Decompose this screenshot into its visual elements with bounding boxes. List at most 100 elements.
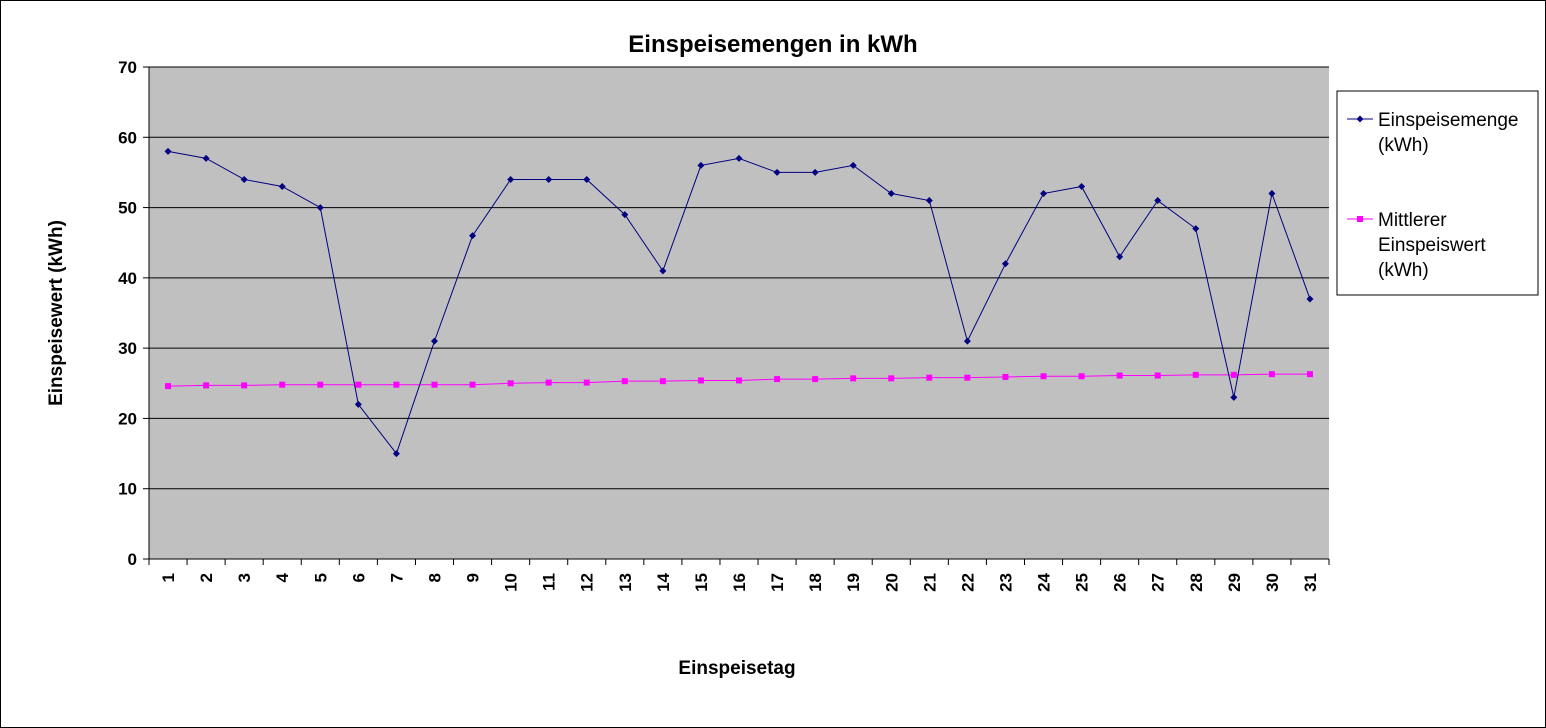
x-tick-label: 22: [958, 573, 977, 592]
data-point: [202, 154, 210, 162]
data-point: [241, 382, 248, 389]
data-point: [1306, 295, 1314, 303]
x-tick-label: 17: [768, 573, 787, 592]
data-point: [1268, 371, 1275, 378]
data-point: [392, 450, 400, 458]
data-point: [621, 211, 629, 219]
x-tick-label: 28: [1187, 573, 1206, 592]
data-point: [393, 381, 400, 388]
data-point: [240, 175, 248, 183]
x-tick-label: 5: [311, 573, 330, 582]
legend: Einspeisemenge (kWh) Mittlerer Einspeiswert…: [1336, 90, 1539, 296]
x-tick-label: 4: [273, 572, 292, 582]
x-tick-label: 25: [1073, 573, 1092, 592]
data-point: [925, 197, 933, 205]
data-point: [469, 232, 477, 240]
data-point: [659, 378, 666, 385]
series-group: [164, 147, 1314, 458]
legend-label: Mittlerer: [1378, 210, 1447, 231]
data-point: [774, 376, 781, 383]
x-tick-label: 21: [920, 573, 939, 592]
x-tick-label: 30: [1263, 573, 1282, 592]
data-point: [621, 378, 628, 385]
data-point: [1078, 373, 1085, 380]
data-point: [963, 337, 971, 345]
data-point: [354, 400, 362, 408]
x-tick-label: 10: [502, 573, 521, 592]
x-axis-ticks: 1 2 3 4 5 6 7 8 9 10 11 12 13 14 15 16 17 18 19 20 21 22 23 24 2…: [148, 559, 1330, 592]
data-point: [279, 381, 286, 388]
data-point: [507, 380, 514, 387]
x-tick-label: 1: [159, 573, 178, 582]
series-group: [165, 371, 1313, 390]
data-point: [1040, 373, 1047, 380]
data-point: [1192, 225, 1200, 233]
x-tick-label: 29: [1225, 573, 1244, 592]
plot-area: [149, 67, 1329, 559]
data-point: [1001, 260, 1009, 268]
legend-label: (kWh): [1378, 135, 1429, 156]
data-point: [735, 154, 743, 162]
gridlines: [149, 66, 1329, 490]
y-tick-label: 10: [118, 480, 137, 499]
data-point: [1116, 372, 1123, 379]
data-point: [203, 382, 210, 389]
y-tick-label: 60: [118, 128, 137, 147]
axes: [148, 67, 1329, 560]
data-point: [1154, 197, 1162, 205]
x-tick-label: 9: [464, 573, 483, 582]
data-point: [773, 168, 781, 176]
y-axis-ticks: 0 10 20 30 40 50 60 70: [118, 58, 149, 569]
x-tick-label: 31: [1301, 573, 1320, 592]
data-point: [507, 175, 515, 183]
x-axis-title: Einspeisetag: [678, 658, 795, 679]
legend-swatch-marker: [1357, 216, 1363, 222]
data-point: [926, 374, 933, 381]
data-point: [659, 267, 667, 275]
data-point: [849, 161, 857, 169]
data-point: [1154, 372, 1161, 379]
legend-label: Einspeisemenge: [1378, 110, 1518, 131]
x-tick-label: 20: [882, 573, 901, 592]
data-point: [1192, 371, 1199, 378]
x-tick-label: 7: [387, 573, 406, 582]
data-point: [1002, 373, 1009, 380]
y-tick-label: 70: [118, 58, 137, 77]
data-point: [278, 182, 286, 190]
data-point: [430, 337, 438, 345]
x-tick-label: 27: [1149, 573, 1168, 592]
y-tick-label: 20: [118, 409, 137, 428]
data-point: [811, 168, 819, 176]
legend-label: (kWh): [1378, 260, 1429, 281]
x-tick-label: 12: [578, 573, 597, 592]
x-tick-label: 15: [692, 573, 711, 592]
data-point: [317, 381, 324, 388]
legend-swatch-marker: [1356, 115, 1364, 123]
data-point: [888, 375, 895, 382]
x-tick-label: 11: [540, 573, 559, 591]
data-point: [545, 379, 552, 386]
y-tick-label: 50: [118, 199, 137, 218]
data-point: [1230, 393, 1238, 401]
x-tick-label: 13: [616, 573, 635, 592]
data-point: [697, 161, 705, 169]
series-layer: [164, 147, 1314, 458]
x-tick-label: 2: [197, 573, 216, 582]
data-point: [812, 376, 819, 383]
x-tick-label: 18: [806, 573, 825, 592]
x-tick-label: 26: [1111, 573, 1130, 592]
y-tick-label: 30: [118, 339, 137, 358]
x-tick-label: 23: [996, 573, 1015, 592]
data-point: [431, 381, 438, 388]
legend-label: Einspeiswert: [1378, 235, 1486, 256]
data-point: [545, 175, 553, 183]
data-point: [736, 377, 742, 384]
x-tick-label: 3: [235, 573, 254, 582]
data-point: [355, 381, 362, 388]
x-tick-label: 24: [1035, 572, 1054, 591]
chart-title: Einspeisemengen in kWh: [628, 31, 917, 58]
x-tick-label: 8: [425, 573, 444, 582]
data-point: [887, 190, 895, 198]
data-point: [583, 175, 591, 183]
